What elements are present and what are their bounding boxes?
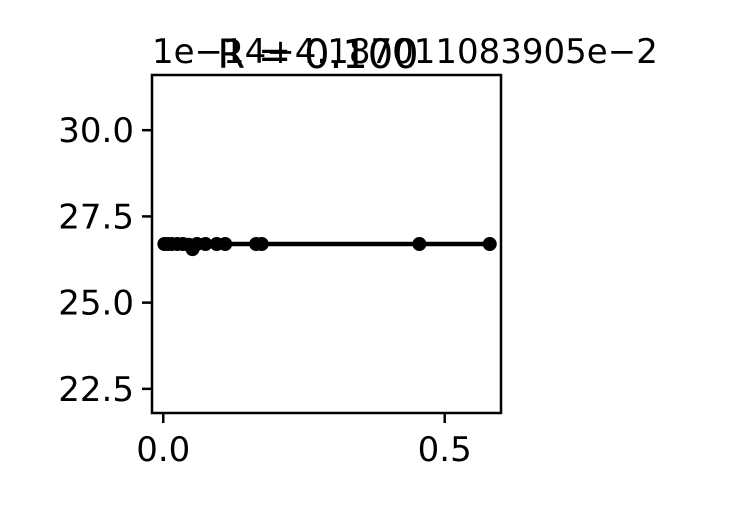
- data-point-13: [412, 237, 427, 251]
- data-point-12: [254, 237, 269, 251]
- chart-title: R = 0.100: [217, 32, 418, 78]
- y-tick-label-1: 25.0: [58, 284, 134, 324]
- y-tick-label-2: 27.5: [58, 197, 134, 237]
- data-point-8: [198, 237, 213, 251]
- data-point-10: [218, 237, 233, 251]
- plot-area: [157, 237, 497, 257]
- axes-frame: [150, 73, 503, 415]
- x-tick-label-1: 0.5: [418, 430, 472, 470]
- y-tick-label-3: 30.0: [58, 111, 134, 151]
- y-tick-label-0: 22.5: [58, 370, 134, 410]
- x-tick-label-0: 0.0: [136, 430, 190, 470]
- data-point-14: [482, 237, 497, 251]
- axis-ticks: 0.0 0.5 22.5 25.0 27.5 30.0: [58, 111, 471, 470]
- offset-text: 1e−14+4.187011083905e−2: [152, 32, 658, 72]
